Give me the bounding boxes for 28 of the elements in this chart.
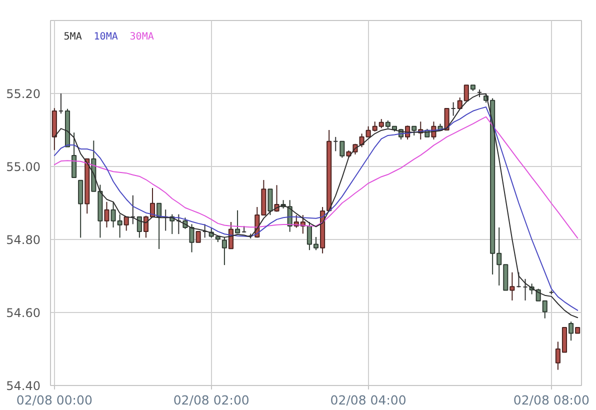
candlestick: [78, 180, 84, 238]
text: 30MA: [130, 31, 154, 42]
candlestick: [412, 126, 417, 136]
candlestick: [568, 321, 574, 342]
candlestick: [196, 230, 201, 243]
candlestick: [104, 201, 110, 228]
candlestick: [124, 216, 129, 232]
y-tick-label: 55.00: [6, 160, 41, 174]
candlestick: [444, 108, 450, 130]
candlestick: [136, 216, 142, 238]
y-tick-label: 54.40: [6, 379, 41, 393]
candlestick: [268, 188, 273, 216]
candlestick: [510, 272, 515, 301]
y-tick-label: 54.80: [6, 233, 41, 247]
x-tick-label: 02/08 04:00: [330, 392, 406, 408]
candlestick: [222, 236, 227, 266]
candlestick: [235, 210, 240, 234]
x-tick-label: 02/08 08:00: [513, 392, 590, 408]
candlestick: [156, 202, 162, 250]
y-tick-label: 55.20: [6, 87, 41, 101]
x-tick-label: 02/08 02:00: [173, 392, 250, 408]
text: 5MA: [64, 31, 82, 42]
x-tick-label: 02/08 00:00: [16, 392, 92, 408]
candlestick: [340, 140, 345, 158]
candlestick: [274, 184, 280, 212]
candlestick: [72, 132, 77, 178]
y-tick-label: 54.60: [6, 306, 41, 320]
text: 10MA: [94, 31, 118, 42]
